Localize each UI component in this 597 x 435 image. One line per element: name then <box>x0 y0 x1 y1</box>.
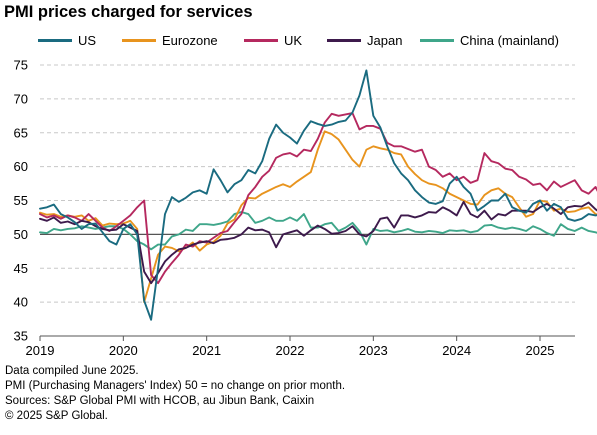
legend-swatch-eurozone <box>122 39 156 42</box>
footnotes: Data compiled June 2025. PMI (Purchasing… <box>5 364 345 424</box>
chart-title: PMI prices charged for services <box>4 3 253 21</box>
y-tick-label-35: 35 <box>14 329 28 344</box>
y-tick-label-50: 50 <box>14 227 28 242</box>
legend-label-uk: UK <box>284 33 303 48</box>
legend-label-china: China (mainland) <box>460 33 559 48</box>
x-tick-label-2025: 2025 <box>526 343 555 358</box>
series-line-uk <box>39 112 597 285</box>
legend-swatch-uk <box>244 39 278 42</box>
y-tick-label-40: 40 <box>14 295 28 310</box>
series-line-eurozone <box>39 130 597 304</box>
y-tick-label-75: 75 <box>14 58 28 73</box>
x-tick-label-2019: 2019 <box>26 343 55 358</box>
note-sources: Sources: S&P Global PMI with HCOB, au Ji… <box>5 395 315 407</box>
legend-item-uk: UK <box>244 33 302 48</box>
series-line-us <box>39 69 597 321</box>
y-tick-label-60: 60 <box>14 159 28 174</box>
legend-swatch-china <box>420 39 454 42</box>
y-tick-label-55: 55 <box>14 193 28 208</box>
x-tick-label-2021: 2021 <box>192 343 221 358</box>
series-line-china <box>39 211 597 251</box>
y-tick-label-65: 65 <box>14 125 28 140</box>
series-line-japan <box>39 200 597 285</box>
note-pmi-definition: PMI (Purchasing Managers' Index) 50 = no… <box>5 380 346 392</box>
x-tick-label-2024: 2024 <box>442 343 471 358</box>
x-tick-label-2022: 2022 <box>276 343 305 358</box>
x-tick-label-2020: 2020 <box>109 343 138 358</box>
legend-item-japan: Japan <box>327 33 402 48</box>
legend-item-us: US <box>38 33 96 48</box>
legend-label-japan: Japan <box>367 33 403 48</box>
legend-label-eurozone: Eurozone <box>162 33 218 48</box>
legend-item-china: China (mainland) <box>420 33 559 48</box>
y-tick-label-45: 45 <box>14 261 28 276</box>
legend: US Eurozone UK Japan China (mainland) <box>0 33 597 53</box>
note-copyright: © 2025 S&P Global. <box>5 410 108 422</box>
legend-item-eurozone: Eurozone <box>122 33 218 48</box>
legend-label-us: US <box>78 33 97 48</box>
note-data-compiled: Data compiled June 2025. <box>5 365 139 377</box>
y-tick-label-70: 70 <box>14 91 28 106</box>
legend-swatch-us <box>38 39 72 42</box>
legend-swatch-japan <box>327 39 361 42</box>
x-tick-label-2023: 2023 <box>359 343 388 358</box>
